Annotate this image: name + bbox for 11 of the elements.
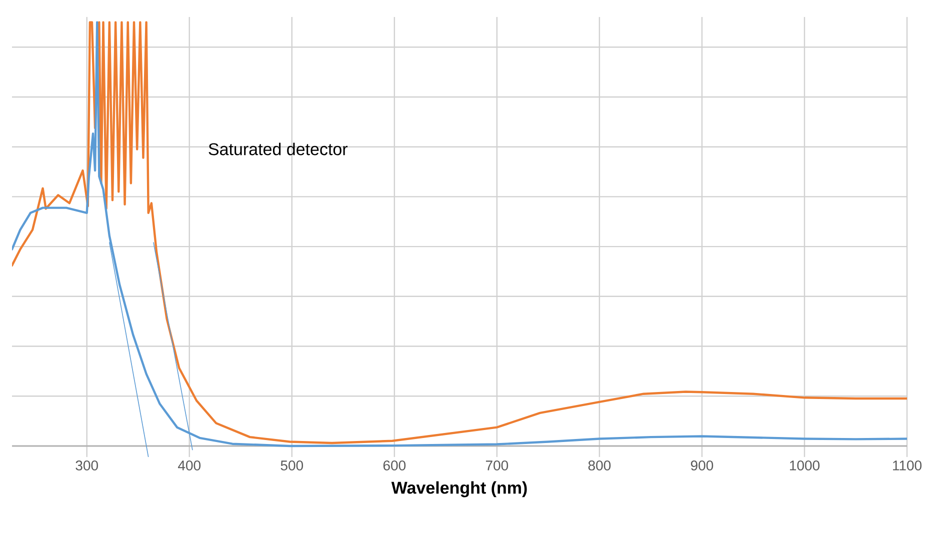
x-tick-label: 800 — [588, 460, 611, 470]
x-tick-label: 300 — [76, 460, 98, 470]
annotation: Saturated detector — [208, 142, 348, 156]
x-axis-title: Wavelenght (nm) — [391, 481, 527, 498]
x-tick-label: 600 — [383, 460, 406, 470]
x-tick-label: 1100 — [893, 460, 922, 470]
x-tick-label: 900 — [690, 460, 714, 470]
x-tick-label: 400 — [178, 460, 201, 470]
x-tick-label: 700 — [486, 460, 508, 470]
x-tick-label: 500 — [280, 460, 304, 470]
x-tick-label: 1000 — [790, 460, 820, 470]
